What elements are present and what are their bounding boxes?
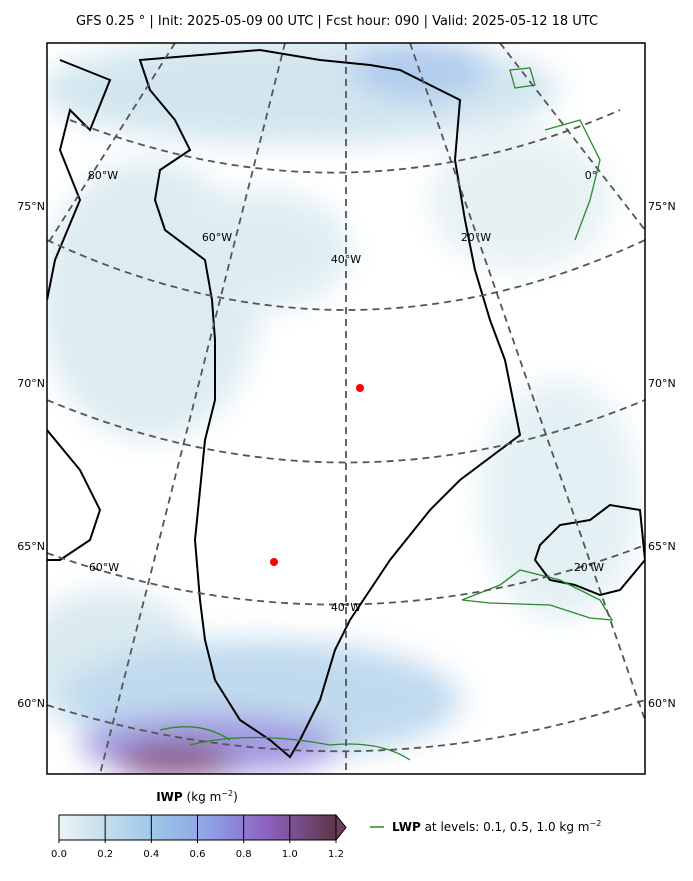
lat-label: 65°N <box>17 540 45 553</box>
baffin-coast <box>47 429 102 561</box>
colorbar-tick-label: 0.2 <box>97 849 113 860</box>
lon-label: 60°W <box>89 561 119 574</box>
lat-label: 75°N <box>648 200 676 213</box>
lat-label: 60°N <box>648 697 676 710</box>
colorbar-label: IWP (kg m−2) <box>156 789 238 804</box>
lwp-contour <box>159 67 614 761</box>
point-marker <box>270 558 278 566</box>
colorbar-units: (kg m <box>187 790 222 804</box>
legend-exp: −2 <box>589 819 601 828</box>
lon-label: 80°W <box>88 169 118 182</box>
lat-label: 60°N <box>17 697 45 710</box>
colorbar-tick-label: 1.0 <box>282 849 298 860</box>
lon-label: 40°W <box>331 601 361 614</box>
point-marker <box>356 384 364 392</box>
header-title: GFS 0.25 ° | Init: 2025-05-09 00 UTC | F… <box>76 14 598 29</box>
lat-label: 70°N <box>648 377 676 390</box>
colorbar-tick-label: 0.0 <box>51 849 67 860</box>
colorbar-exp: −2 <box>221 789 233 798</box>
greenland-coast <box>138 48 522 759</box>
map <box>47 43 645 774</box>
colorbar-extend <box>335 813 347 842</box>
colorbar-tick-label: 0.8 <box>236 849 252 860</box>
colorbar: 0.0 0.2 0.4 0.6 0.8 1.0 1.2 <box>51 813 347 860</box>
lon-label: 60°W <box>202 231 232 244</box>
colorbar-units-close: ) <box>233 790 238 804</box>
colorbar-tick-label: 1.2 <box>328 849 344 860</box>
colorbar-title: IWP <box>156 790 183 804</box>
lat-label: 70°N <box>17 377 45 390</box>
lat-label: 65°N <box>648 540 676 553</box>
labels: 75°N 70°N 65°N 60°N 75°N 70°N 65°N 60°N 80°W 60°W… <box>17 169 675 710</box>
colorbar-tick-label: 0.4 <box>143 849 159 860</box>
lon-label: 0° <box>585 169 598 182</box>
lon-label: 20°W <box>574 561 604 574</box>
map-frame <box>46 42 646 775</box>
lat-label: 75°N <box>17 200 45 213</box>
graticule <box>47 43 645 774</box>
colorbar-tick-label: 0.6 <box>190 849 206 860</box>
legend-name: LWP <box>392 820 421 834</box>
lon-label: 20°W <box>461 231 491 244</box>
legend-text: LWP at levels: 0.1, 0.5, 1.0 kg m−2 <box>392 819 601 834</box>
ellesmere-coast <box>47 59 112 301</box>
lon-label: 40°W <box>331 253 361 266</box>
legend-desc: at levels: 0.1, 0.5, 1.0 kg m <box>421 820 590 834</box>
